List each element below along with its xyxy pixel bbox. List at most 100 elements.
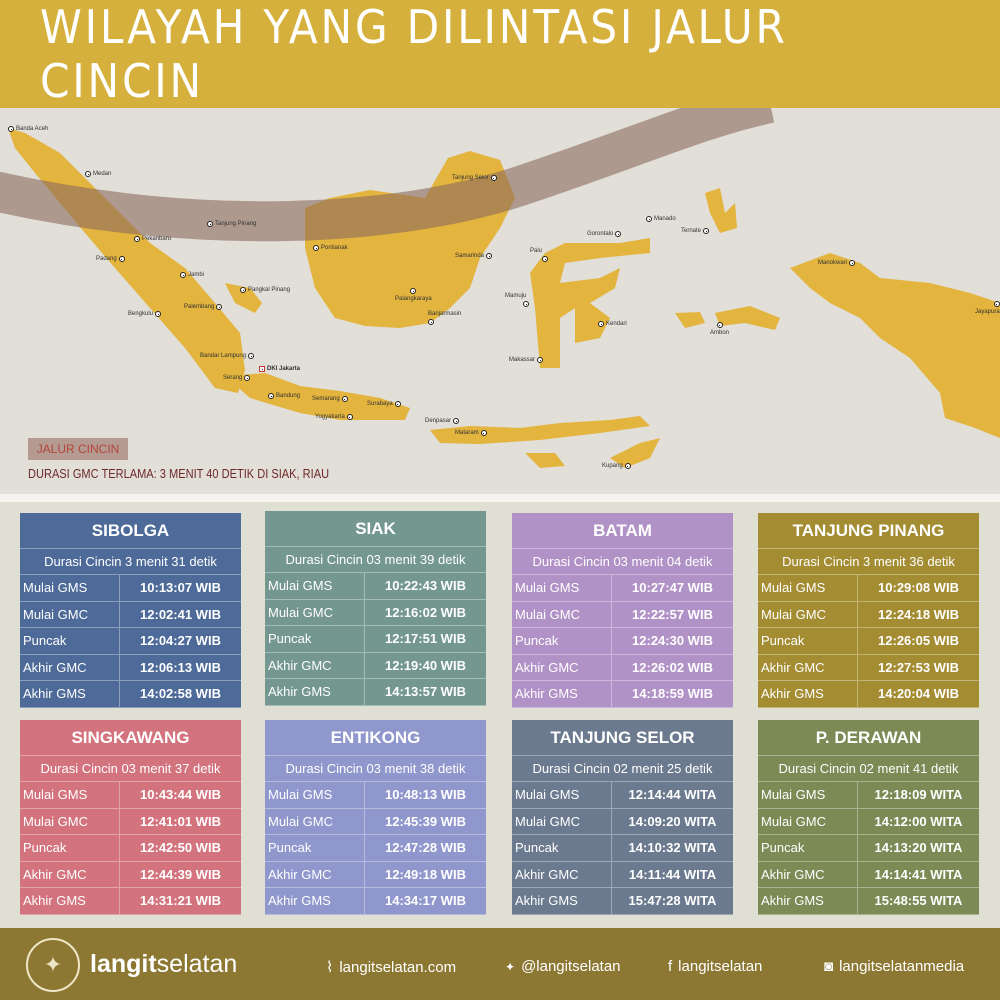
table-row: Puncak 12:04:27 WIB <box>20 628 241 655</box>
city-label: Semarang <box>312 396 340 402</box>
phase-label: Puncak <box>20 835 120 861</box>
table-row: Puncak 12:26:05 WIB <box>758 628 979 655</box>
phase-label: Puncak <box>512 835 612 861</box>
city-marker-capital: DKI Jakarta <box>259 366 300 372</box>
instagram-link[interactable]: ◙ langitselatanmedia <box>824 958 964 975</box>
divider <box>0 494 1000 502</box>
table-row: Puncak 14:10:32 WITA <box>512 835 733 862</box>
table-row: Akhir GMC 14:14:41 WITA <box>758 861 979 888</box>
phase-time: 12:47:28 WIB <box>385 840 466 856</box>
table-row: Akhir GMC 12:49:18 WIB <box>265 861 486 888</box>
map: Banda Aceh Medan Tanjung Pinang Pekanbar… <box>0 108 1000 494</box>
phase-time: 10:27:47 WIB <box>632 580 713 596</box>
phase-label: Mulai GMC <box>512 808 612 834</box>
city-label: Jambi <box>188 272 205 278</box>
phase-label: Akhir GMS <box>758 888 858 914</box>
phase-time: 12:02:41 WIB <box>140 606 221 622</box>
phase-label: Akhir GMC <box>20 654 120 680</box>
table-row: Mulai GMC 12:22:57 WIB <box>512 601 733 628</box>
table-row: Akhir GMC 14:11:44 WITA <box>512 861 733 888</box>
phase-time: 12:27:53 WIB <box>878 659 959 675</box>
phase-label: Akhir GMS <box>758 681 858 707</box>
table-row: Akhir GMC 12:44:39 WIB <box>20 861 241 888</box>
city-label: Bandar Lampung <box>200 353 247 359</box>
twitter-link[interactable]: ✦ @langitselatan <box>505 958 621 975</box>
phase-label: Mulai GMS <box>758 782 858 808</box>
table-row: Mulai GMS 12:14:44 WITA <box>512 782 733 809</box>
location-name: P. DERAWAN <box>758 720 979 756</box>
city-dot-icon <box>155 311 162 317</box>
city-label: DKI Jakarta <box>267 366 301 372</box>
phase-time: 12:24:30 WIB <box>632 633 713 649</box>
city-marker: Jayapura <box>975 301 1000 315</box>
city-marker: Banjarmasin <box>428 311 461 325</box>
city-label: Manado <box>654 216 676 222</box>
phase-label: Mulai GMS <box>265 782 365 808</box>
city-marker: Kupang <box>602 463 631 469</box>
city-dot-icon <box>85 171 91 177</box>
ring-path-band <box>0 108 775 242</box>
phase-time: 14:20:04 WIB <box>878 686 959 702</box>
phase-time: 12:16:02 WIB <box>385 604 466 620</box>
city-marker: Banda Aceh <box>8 126 48 132</box>
city-marker: Jambi <box>180 272 204 278</box>
phase-time: 10:48:13 WIB <box>385 787 466 803</box>
phase-label: Mulai GMS <box>265 573 365 599</box>
city-marker: Semarang <box>312 396 348 402</box>
city-label: Jayapura <box>975 309 1000 315</box>
city-marker: Tanjung Selor <box>452 175 497 181</box>
city-label: Pontianak <box>321 245 348 251</box>
city-label: Samarinda <box>455 253 485 259</box>
ring-duration: Durasi Cincin 03 menit 39 detik <box>265 547 486 573</box>
table-row: Akhir GMC 12:26:02 WIB <box>512 654 733 681</box>
phase-time: 12:49:18 WIB <box>385 866 466 882</box>
title-band: WILAYAH YANG DILINTASI JALUR CINCIN <box>0 0 1000 108</box>
city-label: Palu <box>530 248 543 254</box>
footer: ✦ langitselatan ⌇ langitselatan.com ✦ @lan… <box>0 928 1000 1000</box>
table-row: Mulai GMS 10:48:13 WIB <box>265 782 486 809</box>
phase-time: 12:41:01 WIB <box>140 813 221 829</box>
table-row: Akhir GMS 14:31:21 WIB <box>20 888 241 915</box>
phase-label: Akhir GMC <box>758 861 858 887</box>
facebook-link[interactable]: f langitselatan <box>668 958 762 975</box>
papua <box>790 253 1000 438</box>
phase-label: Akhir GMS <box>265 888 365 914</box>
phase-label: Mulai GMC <box>265 808 365 834</box>
website-link[interactable]: ⌇ langitselatan.com <box>326 958 456 977</box>
city-label: Medan <box>93 171 112 177</box>
table-row: Akhir GMC 12:27:53 WIB <box>758 654 979 681</box>
brand-light: selatan <box>156 950 238 978</box>
city-marker: Yogyakarta <box>315 414 353 420</box>
city-label: Yogyakarta <box>315 414 345 420</box>
instagram-icon: ◙ <box>824 958 834 975</box>
phase-time: 10:43:44 WIB <box>140 787 221 803</box>
phase-time: 15:47:28 WITA <box>628 893 717 909</box>
table-row: Mulai GMC 14:12:00 WITA <box>758 808 979 835</box>
city-marker: Pekanbaru <box>134 236 171 242</box>
location-card: SIBOLGA Durasi Cincin 3 menit 31 detik Mul… <box>20 513 241 708</box>
phase-label: Mulai GMS <box>512 575 612 601</box>
table-row: Akhir GMC 12:19:40 WIB <box>265 652 486 679</box>
city-marker: Makassar <box>509 357 544 363</box>
halmahera <box>705 188 737 233</box>
phase-time: 12:24:18 WIB <box>878 606 959 622</box>
city-label: Mamuju <box>505 293 527 299</box>
city-marker: Gorontalo <box>587 231 622 237</box>
phase-label: Mulai GMC <box>20 601 120 627</box>
city-dot-icon <box>134 236 140 242</box>
city-label: Tanjung Pinang <box>215 221 257 227</box>
phase-time: 12:42:50 WIB <box>140 840 221 856</box>
table-row: Akhir GMC 12:06:13 WIB <box>20 654 241 681</box>
city-marker: Padang <box>96 256 125 262</box>
table-row: Mulai GMC 14:09:20 WITA <box>512 808 733 835</box>
city-dot-icon <box>615 231 622 237</box>
phase-time: 12:22:57 WIB <box>632 606 713 622</box>
phase-label: Akhir GMC <box>758 654 858 680</box>
twitter-icon: ✦ <box>505 959 516 974</box>
map-graphic <box>0 108 1000 468</box>
twitter-text: @langitselatan <box>521 958 621 975</box>
city-dot-icon <box>240 287 246 293</box>
table-row: Mulai GMS 10:22:43 WIB <box>265 573 486 600</box>
location-name: SIBOLGA <box>20 513 241 549</box>
phase-label: Mulai GMS <box>20 575 120 601</box>
